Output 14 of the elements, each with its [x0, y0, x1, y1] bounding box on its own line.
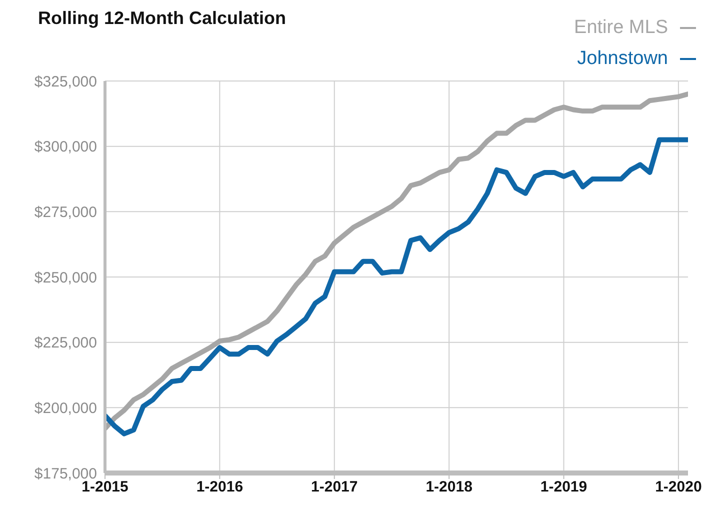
chart-title: Rolling 12-Month Calculation [38, 8, 286, 29]
y-tick-label: $275,000 [34, 204, 97, 221]
y-tick-label: $200,000 [34, 400, 97, 417]
y-tick-label: $250,000 [34, 269, 97, 286]
x-tick-label: 1-2017 [311, 478, 358, 496]
y-tick-label: $225,000 [34, 334, 97, 352]
legend-label: Entire MLS [574, 17, 668, 38]
legend-label: Johnstown [577, 48, 668, 69]
x-tick-label: 1-2020 [655, 478, 702, 496]
y-tick-label: $325,000 [34, 73, 97, 90]
x-tick-label: 1-2016 [196, 478, 244, 496]
x-tick-label: 1-2018 [426, 478, 472, 496]
x-tick-label: 1-2019 [540, 478, 588, 496]
y-tick-label: $300,000 [34, 138, 97, 156]
